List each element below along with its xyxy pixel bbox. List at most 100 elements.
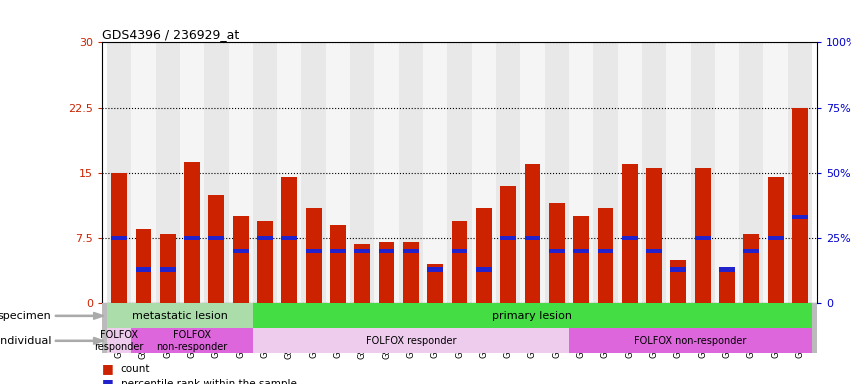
Bar: [403, 249, 419, 253]
Bar: [569, 42, 593, 303]
Bar: [326, 42, 350, 303]
Bar: [646, 169, 662, 303]
Bar: [744, 234, 759, 303]
Text: specimen: specimen: [0, 311, 51, 321]
Bar: [107, 42, 131, 303]
Bar: [135, 267, 151, 271]
Bar: [448, 42, 471, 303]
Bar: [549, 249, 565, 253]
Bar: [306, 249, 322, 253]
Bar: [180, 42, 204, 303]
Bar: [427, 264, 443, 303]
Bar: [768, 236, 784, 240]
Bar: [399, 42, 423, 303]
Bar: [107, 328, 131, 353]
Bar: [719, 268, 735, 303]
Bar: [208, 236, 225, 240]
Bar: [160, 234, 175, 303]
Bar: [204, 42, 229, 303]
Bar: [330, 225, 346, 303]
Bar: [306, 208, 322, 303]
Bar: [233, 216, 248, 303]
Bar: [208, 195, 225, 303]
Bar: [131, 42, 156, 303]
Bar: [277, 42, 301, 303]
Bar: [354, 244, 370, 303]
Bar: [597, 208, 614, 303]
Bar: [597, 249, 614, 253]
Bar: [792, 108, 808, 303]
Bar: [253, 42, 277, 303]
Bar: [500, 186, 516, 303]
Bar: [156, 42, 180, 303]
Text: FOLFOX responder: FOLFOX responder: [366, 336, 456, 346]
Bar: [476, 208, 492, 303]
Text: metastatic lesion: metastatic lesion: [132, 311, 228, 321]
Bar: [301, 42, 326, 303]
Bar: [282, 177, 297, 303]
Bar: [330, 249, 346, 253]
Bar: [471, 42, 496, 303]
Bar: [574, 249, 589, 253]
Bar: [593, 42, 618, 303]
Bar: [452, 221, 467, 303]
Text: ■: ■: [102, 362, 114, 375]
Bar: [694, 169, 711, 303]
Bar: [350, 42, 374, 303]
Bar: [107, 303, 253, 328]
Bar: [524, 164, 540, 303]
Bar: [792, 215, 808, 219]
Bar: [520, 42, 545, 303]
Text: FOLFOX
non-responder: FOLFOX non-responder: [157, 330, 228, 352]
Bar: [379, 249, 395, 253]
Bar: [622, 236, 637, 240]
Bar: [715, 42, 740, 303]
Bar: [282, 236, 297, 240]
Bar: [524, 236, 540, 240]
Bar: [671, 260, 686, 303]
Bar: [354, 249, 370, 253]
Bar: [549, 203, 565, 303]
Bar: [184, 162, 200, 303]
Bar: [452, 249, 467, 253]
Bar: [160, 267, 175, 271]
Bar: [642, 42, 666, 303]
Bar: [768, 177, 784, 303]
Bar: [788, 42, 812, 303]
Bar: [740, 42, 763, 303]
Bar: [257, 236, 273, 240]
Text: GDS4396 / 236929_at: GDS4396 / 236929_at: [102, 28, 239, 41]
Bar: [719, 267, 735, 271]
Text: count: count: [121, 364, 151, 374]
Text: ■: ■: [102, 377, 114, 384]
Bar: [569, 328, 812, 353]
Bar: [184, 236, 200, 240]
Bar: [574, 216, 589, 303]
Bar: [690, 42, 715, 303]
Bar: [744, 249, 759, 253]
Bar: [379, 242, 395, 303]
Bar: [111, 173, 127, 303]
Bar: [671, 267, 686, 271]
Bar: [229, 42, 253, 303]
Text: primary lesion: primary lesion: [493, 311, 573, 321]
Bar: [694, 236, 711, 240]
Bar: [618, 42, 642, 303]
Bar: [374, 42, 399, 303]
Bar: [111, 236, 127, 240]
Text: percentile rank within the sample: percentile rank within the sample: [121, 379, 297, 384]
Bar: [423, 42, 448, 303]
Bar: [427, 267, 443, 271]
Bar: [496, 42, 520, 303]
Bar: [763, 42, 788, 303]
Bar: [666, 42, 690, 303]
Bar: [500, 236, 516, 240]
Bar: [253, 328, 569, 353]
Bar: [257, 221, 273, 303]
Text: FOLFOX non-responder: FOLFOX non-responder: [634, 336, 746, 346]
Bar: [253, 303, 812, 328]
Bar: [131, 328, 253, 353]
Bar: [622, 164, 637, 303]
Bar: [233, 249, 248, 253]
Text: FOLFOX
responder: FOLFOX responder: [94, 330, 144, 352]
